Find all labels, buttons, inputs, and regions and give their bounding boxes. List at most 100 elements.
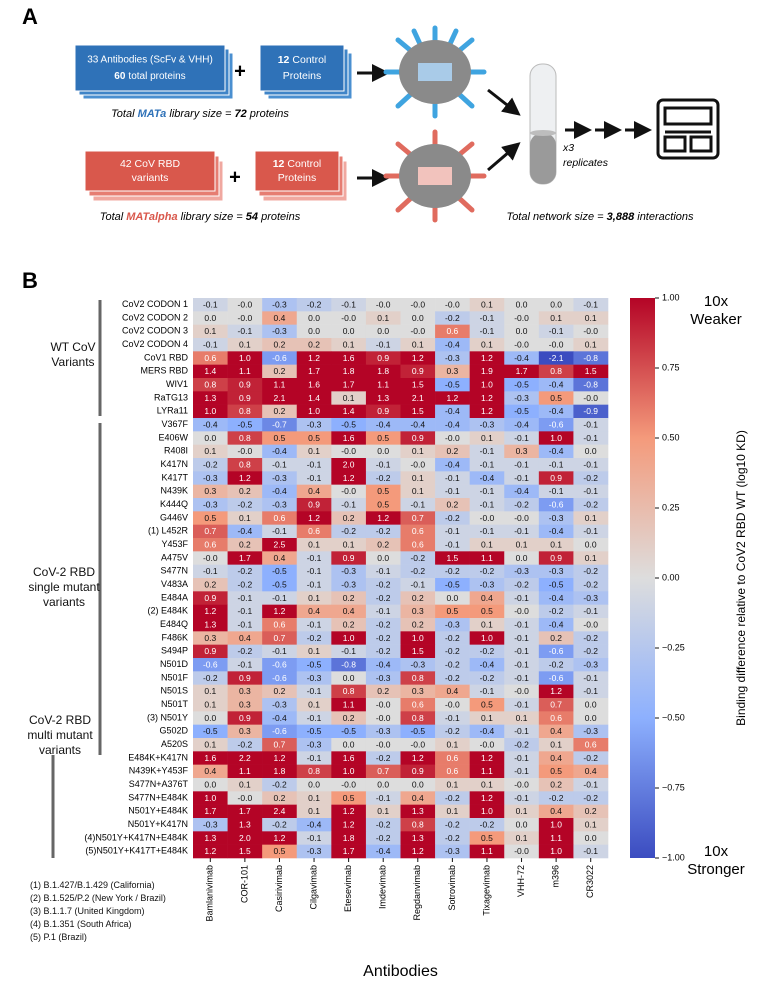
heat-cell xyxy=(296,618,332,632)
heat-cell xyxy=(193,444,228,459)
cell-label: -0.1 xyxy=(480,499,495,509)
cell-label: -0.2 xyxy=(376,646,391,656)
cell-label: 0.5 xyxy=(550,766,562,776)
heat-cell xyxy=(227,738,263,752)
y-tick-label: (3) N501Y xyxy=(147,712,188,722)
heat-cell xyxy=(435,551,470,565)
cell-label: -0.1 xyxy=(480,459,495,469)
cell-label: 0.0 xyxy=(550,299,562,309)
heat-cell xyxy=(400,351,436,365)
heat-cell xyxy=(504,364,540,379)
cell-label: -0.4 xyxy=(376,419,391,429)
heat-cell xyxy=(365,778,401,792)
cell-label: -0.1 xyxy=(341,499,356,509)
heat-cell xyxy=(504,591,540,605)
heat-cell xyxy=(331,618,367,632)
cell-label: -0.2 xyxy=(376,633,391,643)
heat-cell xyxy=(435,738,470,752)
heat-cell xyxy=(573,698,609,712)
cell-label: 0.1 xyxy=(446,806,458,816)
heat-cell xyxy=(504,564,540,579)
cell-label: 1.5 xyxy=(585,366,597,376)
cell-label: 0.1 xyxy=(204,326,216,336)
cell-label: 2.0 xyxy=(343,459,355,469)
cell-label: -0.2 xyxy=(238,646,253,656)
heat-cell xyxy=(262,471,298,485)
heat-cell xyxy=(538,591,574,605)
heat-cell xyxy=(227,498,263,512)
heat-cell xyxy=(296,431,332,445)
heat-cell xyxy=(573,378,609,392)
heat-cell xyxy=(365,618,401,632)
heat-cell xyxy=(296,631,332,645)
heat-cell xyxy=(469,444,505,459)
cell-label: -0.1 xyxy=(307,553,322,563)
heat-cell xyxy=(573,564,609,579)
heat-cell xyxy=(193,671,228,685)
heat-cell xyxy=(262,564,298,579)
cell-label: -0.0 xyxy=(341,446,356,456)
cell-label: 0.2 xyxy=(550,633,562,643)
cell-label: -0.1 xyxy=(514,793,529,803)
heat-cell xyxy=(435,324,470,339)
heat-cell xyxy=(469,418,505,432)
heat-cell xyxy=(331,644,367,659)
cell-label: -0.1 xyxy=(341,646,356,656)
cell-label: -0.1 xyxy=(514,699,529,709)
cell-label: 1.3 xyxy=(412,806,424,816)
cell-label: 0.4 xyxy=(274,553,286,563)
heat-cell xyxy=(469,711,505,725)
cell-label: -0.1 xyxy=(583,526,598,536)
heat-cell xyxy=(573,311,609,325)
heat-cell xyxy=(365,604,401,619)
heat-cell xyxy=(262,338,298,352)
cell-label: 1.7 xyxy=(204,806,216,816)
cell-label: -0.4 xyxy=(445,339,460,349)
cell-label: -0.4 xyxy=(549,406,564,416)
heat-cell xyxy=(331,458,367,472)
heat-cell xyxy=(435,604,470,619)
heat-cell xyxy=(365,818,401,832)
cell-label: -0.1 xyxy=(410,499,425,509)
cell-label: -0.0 xyxy=(514,313,529,323)
cell-label: -0.1 xyxy=(549,486,564,496)
cell-label: -0.4 xyxy=(272,446,287,456)
heat-cell xyxy=(193,698,228,712)
cell-label: 1.2 xyxy=(481,353,493,363)
heat-cell xyxy=(435,431,470,445)
cell-label: 0.9 xyxy=(343,553,355,563)
cell-label: -0.4 xyxy=(549,619,564,629)
cell-label: -0.1 xyxy=(307,566,322,576)
heat-cell xyxy=(435,524,470,539)
heat-cell xyxy=(538,618,574,632)
heat-cell xyxy=(400,471,436,485)
cell-label: -0.0 xyxy=(583,619,598,629)
y-tick-label: (4)N501Y+K417N+E484K xyxy=(84,832,188,842)
heat-cell xyxy=(538,511,574,525)
heat-cell xyxy=(331,471,367,485)
heat-cell xyxy=(262,778,298,792)
heat-cell xyxy=(296,764,332,779)
caption: Total network size = xyxy=(506,211,606,223)
cell-label: -0.1 xyxy=(445,526,460,536)
y-tick-label: V483A xyxy=(161,579,188,589)
heat-cell xyxy=(435,658,470,672)
cell-label: 0.4 xyxy=(481,593,493,603)
cell-label: 0.7 xyxy=(204,526,216,536)
cell-label: 0.4 xyxy=(550,806,562,816)
cell-label: 0.1 xyxy=(204,446,216,456)
heat-cell xyxy=(469,338,505,352)
cell-label: 0.5 xyxy=(274,433,286,443)
y-tick-label: E484Q xyxy=(160,619,188,629)
heat-cell xyxy=(365,671,401,685)
footnote: (4) B.1.351 (South Africa) xyxy=(30,919,132,929)
cell-label: -0.2 xyxy=(480,673,495,683)
heat-cell xyxy=(538,471,574,485)
cell-label: 0.1 xyxy=(308,446,320,456)
cell-label: -0.4 xyxy=(203,419,218,429)
heat-cell xyxy=(227,458,263,472)
heat-cell xyxy=(331,431,367,445)
cell-label: 0.2 xyxy=(343,593,355,603)
heat-cell xyxy=(262,498,298,512)
